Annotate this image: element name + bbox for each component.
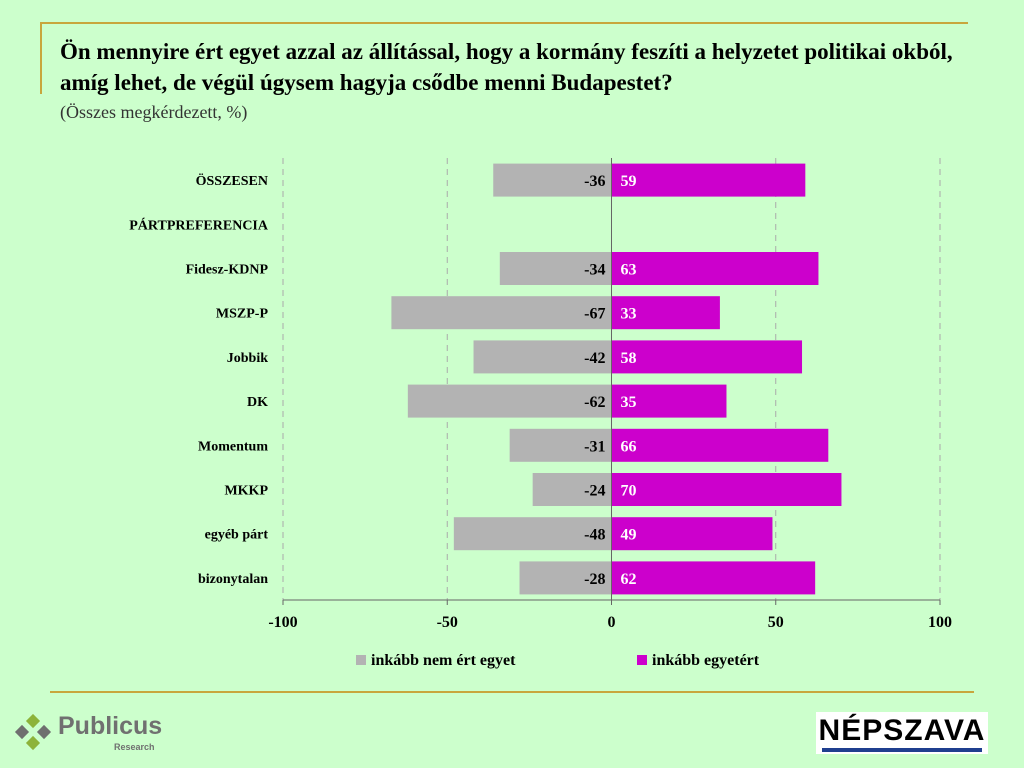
category-label-6: Momentum xyxy=(198,439,268,454)
publicus-diamond-icon xyxy=(14,714,52,751)
tick-label-1: -50 xyxy=(437,614,458,631)
category-label-4: Jobbik xyxy=(227,351,268,366)
value-negative-2: -34 xyxy=(584,262,605,279)
value-negative-4: -42 xyxy=(584,350,605,367)
value-positive-9: 62 xyxy=(621,571,637,588)
bar-positive-5 xyxy=(611,384,727,418)
bar-negative-5 xyxy=(407,384,612,418)
bar-negative-2 xyxy=(499,252,612,285)
category-label-5: DK xyxy=(247,395,268,410)
category-label-8: egyéb párt xyxy=(205,528,269,543)
top-rule xyxy=(40,22,968,24)
value-negative-6: -31 xyxy=(584,438,605,455)
bar-negative-9 xyxy=(519,561,612,595)
value-positive-6: 66 xyxy=(621,438,637,455)
value-positive-5: 35 xyxy=(621,394,637,411)
value-positive-0: 59 xyxy=(621,173,637,190)
value-positive-4: 58 xyxy=(621,350,637,367)
bar-chart: ÖSSZESEN -36 59 PÁRTPREFERENCIA Fidesz-KDNP -… xyxy=(129,158,952,669)
legend-swatch-1 xyxy=(637,655,647,665)
bar-positive-7 xyxy=(611,473,842,506)
value-negative-5: -62 xyxy=(584,394,605,411)
value-positive-7: 70 xyxy=(621,483,637,500)
nepszava-logo: NÉPSZAVA xyxy=(816,712,988,754)
category-label-9: bizonytalan xyxy=(198,572,268,587)
side-rule xyxy=(40,22,42,94)
publicus-logo: Publicus Research xyxy=(14,712,162,756)
bar-positive-0 xyxy=(611,163,806,197)
bar-positive-8 xyxy=(611,517,773,551)
category-label-1: PÁRTPREFERENCIA xyxy=(129,216,269,233)
bar-negative-3 xyxy=(391,296,612,330)
bar-negative-6 xyxy=(509,428,612,462)
bar-negative-8 xyxy=(453,517,612,551)
value-negative-3: -67 xyxy=(584,306,605,323)
value-negative-8: -48 xyxy=(584,527,605,544)
category-label-0: ÖSSZESEN xyxy=(196,172,268,189)
value-negative-9: -28 xyxy=(584,571,605,588)
value-positive-2: 63 xyxy=(621,262,637,279)
legend-label-0: inkább nem ért egyet xyxy=(371,652,516,669)
category-label-3: MSZP-P xyxy=(216,307,269,322)
chart-title: Ön mennyire ért egyet azzal az állítássa… xyxy=(60,39,953,95)
category-label-7: MKKP xyxy=(224,484,268,499)
bar-positive-9 xyxy=(611,561,816,595)
tick-label-3: 50 xyxy=(768,614,784,631)
bar-positive-4 xyxy=(611,340,803,374)
publicus-name: Publicus xyxy=(58,712,163,740)
nepszava-name: NÉPSZAVA xyxy=(818,714,986,747)
publicus-sub: Research xyxy=(114,742,155,752)
value-negative-7: -24 xyxy=(584,483,605,500)
bar-negative-7 xyxy=(532,473,612,506)
category-label-2: Fidesz-KDNP xyxy=(186,263,269,278)
bar-negative-4 xyxy=(473,340,612,374)
value-positive-8: 49 xyxy=(621,527,637,544)
nepszava-strip xyxy=(822,748,982,752)
tick-label-4: 100 xyxy=(928,614,952,631)
tick-label-2: 0 xyxy=(608,614,616,631)
bar-positive-6 xyxy=(611,428,829,462)
chart-subtitle: (Összes megkérdezett, %) xyxy=(60,102,248,122)
legend-swatch-0 xyxy=(356,655,366,665)
bottom-rule xyxy=(50,691,974,693)
legend-label-1: inkább egyetért xyxy=(652,652,760,669)
tick-label-0: -100 xyxy=(268,614,297,631)
bar-positive-2 xyxy=(611,252,819,285)
bar-negative-0 xyxy=(493,163,612,197)
bar-positive-3 xyxy=(611,296,720,330)
value-positive-3: 33 xyxy=(621,306,637,323)
value-negative-0: -36 xyxy=(584,173,605,190)
